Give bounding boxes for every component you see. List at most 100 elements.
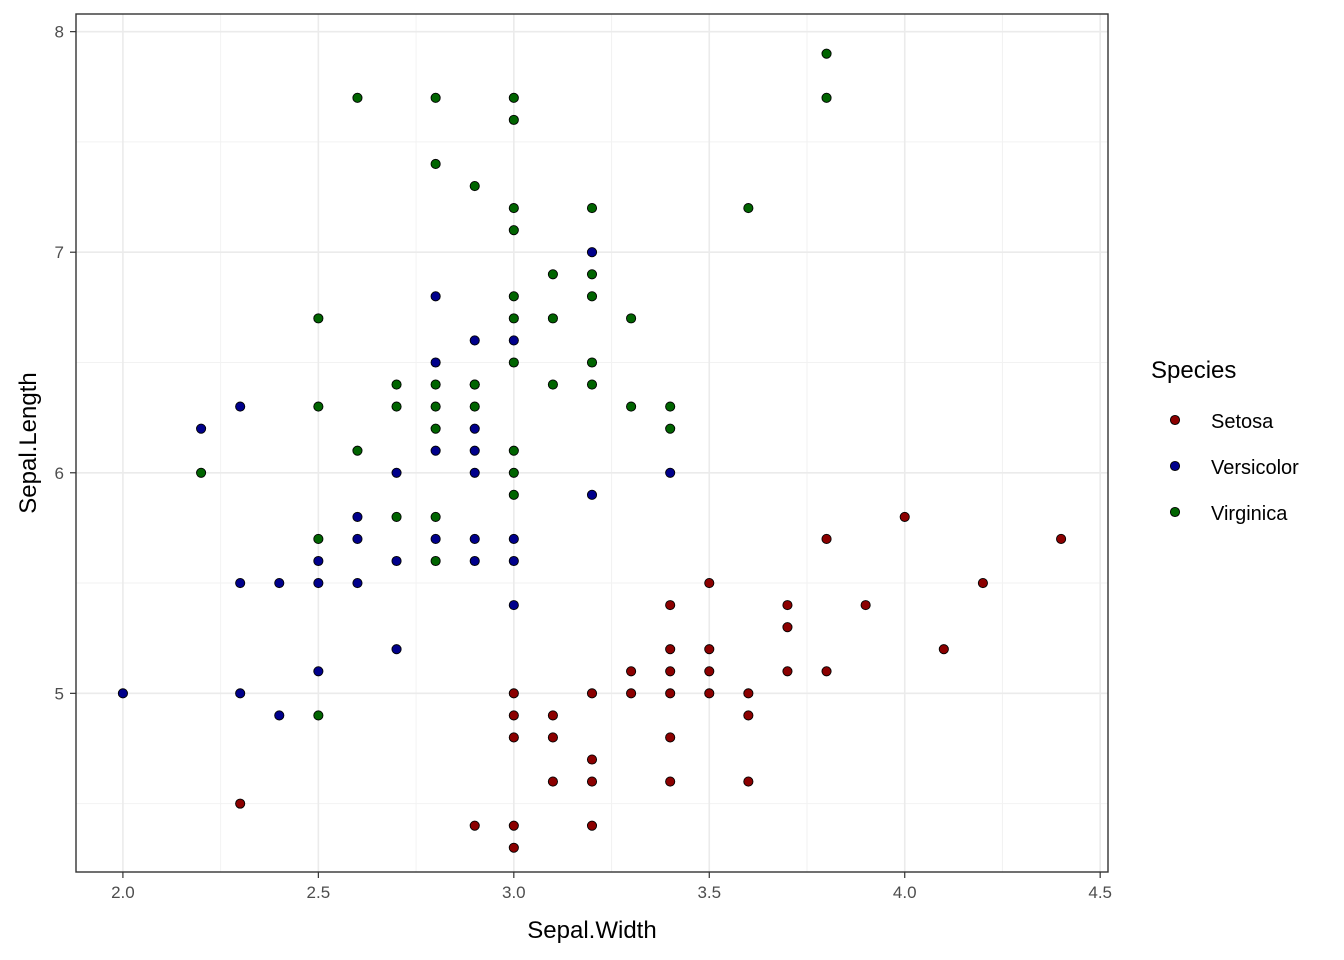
y-axis-title: Sepal.Length [15,372,42,513]
legend: Species Setosa Versicolor Virginica [1151,357,1299,525]
point-virginica [547,379,558,390]
point-virginica [665,423,676,434]
plot-border [75,13,1109,873]
point-setosa [665,688,676,699]
point-virginica [743,203,754,214]
point-virginica [430,158,441,170]
legend-label-virginica: Virginica [1211,503,1288,525]
point-setosa [586,754,598,765]
point-setosa [782,666,793,677]
point-virginica [508,203,519,214]
point-virginica [352,92,363,103]
point-setosa [665,600,676,611]
point-versicolor [469,335,480,346]
point-virginica [547,313,558,324]
point-virginica [313,533,324,544]
y-tick-label: 6 [55,464,64,483]
point-setosa [469,820,480,831]
point-versicolor [430,445,441,456]
x-axis-ticks: 2.0 2.5 3.0 3.5 4.0 4.5 [111,872,1112,902]
legend-key-virginica [1169,506,1181,518]
point-virginica [508,313,519,324]
point-virginica [626,401,637,412]
point-setosa [704,666,715,677]
point-virginica [508,489,519,500]
point-setosa [743,710,754,721]
point-virginica [508,291,519,302]
legend-key-setosa [1169,414,1181,426]
legend-key-versicolor [1169,460,1181,472]
y-tick-label: 5 [55,684,64,703]
point-versicolor [391,644,402,655]
point-setosa [743,776,754,787]
point-versicolor [430,533,441,544]
point-virginica [508,445,519,456]
point-setosa [743,688,754,699]
point-setosa [586,776,598,787]
point-virginica [391,401,402,412]
point-versicolor [665,467,676,478]
point-setosa [899,511,910,522]
point-versicolor [391,467,402,478]
point-virginica [586,269,598,280]
point-setosa [547,732,558,743]
point-setosa [665,776,676,787]
point-versicolor [391,555,402,567]
point-setosa [704,644,715,655]
point-virginica [430,423,441,434]
point-virginica [586,379,598,390]
point-virginica [626,313,637,324]
point-versicolor [586,247,598,258]
legend-title: Species [1151,357,1236,384]
point-setosa [508,710,519,721]
point-virginica [821,48,832,59]
point-versicolor [469,533,480,544]
point-versicolor [508,533,519,544]
point-versicolor [469,423,480,434]
point-virginica [821,92,832,103]
point-versicolor [117,688,128,699]
point-versicolor [352,533,363,544]
point-setosa [665,666,676,677]
point-virginica [352,445,363,456]
point-setosa [977,578,988,589]
point-virginica [508,357,519,368]
point-versicolor [313,578,324,589]
point-versicolor [469,445,480,456]
point-versicolor [508,335,519,346]
point-virginica [430,555,441,567]
point-setosa [665,644,676,655]
minor-gridlines [76,14,1108,872]
point-versicolor [313,666,324,677]
point-virginica [586,203,598,214]
data-points [117,48,1067,853]
point-setosa [586,820,598,831]
point-virginica [313,710,324,721]
point-versicolor [430,357,441,368]
point-setosa [508,842,519,853]
point-virginica [665,401,676,412]
point-virginica [469,379,480,390]
point-setosa [1056,533,1067,544]
point-setosa [508,688,519,699]
point-virginica [430,401,441,412]
point-versicolor [235,401,246,412]
y-tick-label: 7 [55,243,64,262]
point-versicolor [352,578,363,589]
point-setosa [938,644,949,655]
point-virginica [313,401,324,412]
point-setosa [821,666,832,677]
x-tick-label: 3.5 [697,883,721,902]
legend-label-versicolor: Versicolor [1211,457,1299,479]
point-setosa [860,600,871,611]
point-virginica [508,92,519,103]
x-tick-label: 3.0 [502,883,526,902]
point-versicolor [586,489,598,500]
point-setosa [626,666,637,677]
x-tick-label: 4.5 [1088,883,1112,902]
point-setosa [235,798,246,809]
point-setosa [547,776,558,787]
point-setosa [704,688,715,699]
y-tick-label: 8 [55,23,64,42]
